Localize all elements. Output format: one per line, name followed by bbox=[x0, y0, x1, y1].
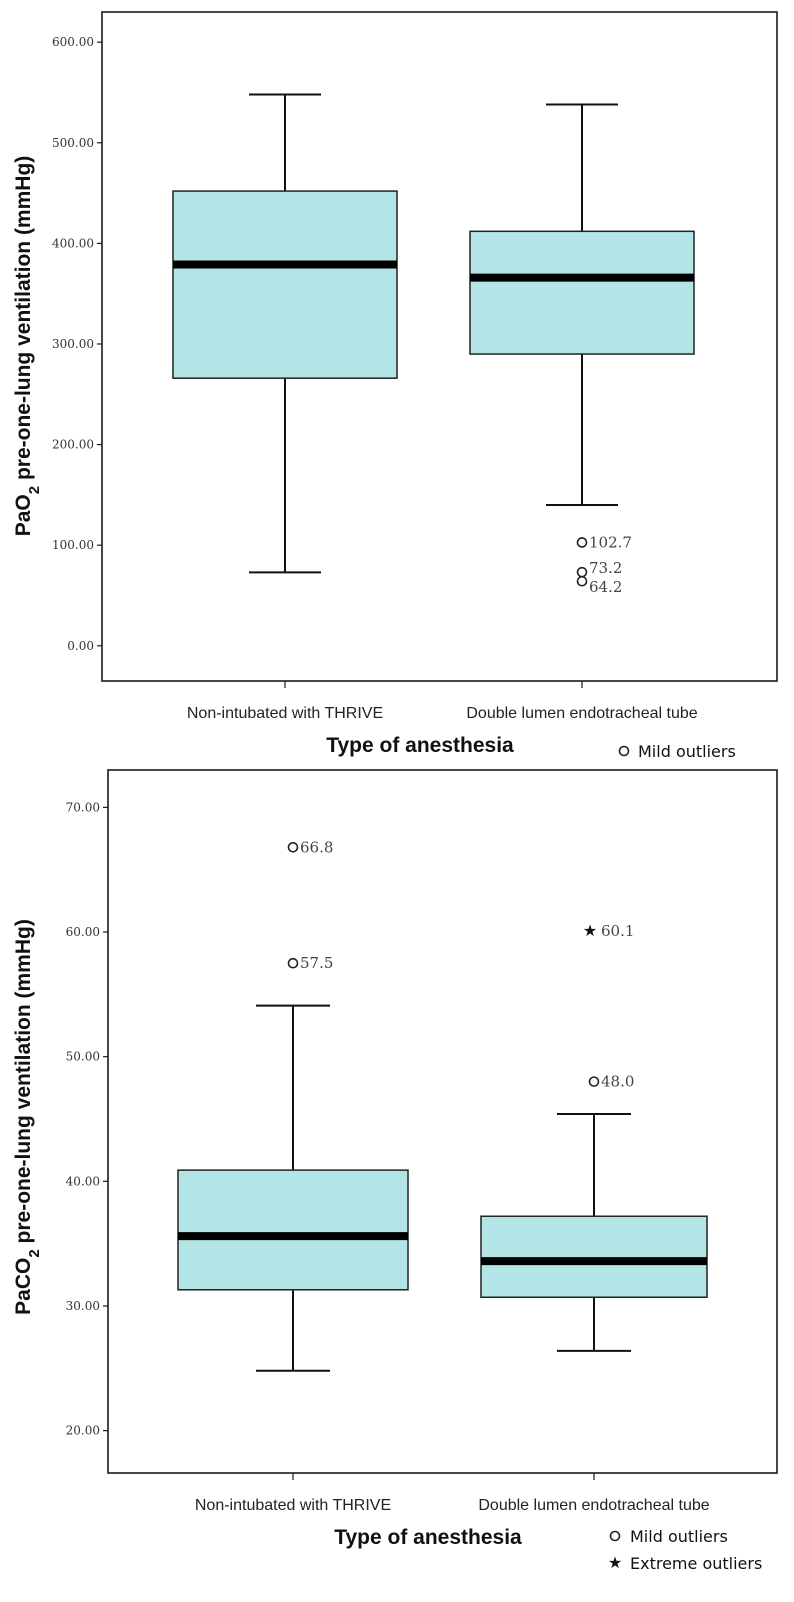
box-1 bbox=[172, 93, 398, 574]
plot-frame bbox=[101, 11, 778, 682]
box-iqr bbox=[172, 190, 398, 379]
x-axis-title: Type of anesthesia bbox=[326, 734, 514, 757]
plot-frame bbox=[107, 769, 778, 1474]
outlier-label: 102.7 bbox=[589, 533, 632, 551]
mild-outlier-marker bbox=[287, 957, 299, 969]
y-tick-label: 30.00 bbox=[66, 1299, 100, 1313]
y-tick-label: 100.00 bbox=[52, 538, 94, 552]
x-axis-title: Type of anesthesia bbox=[334, 1526, 522, 1549]
y-tick-label: 0.00 bbox=[67, 639, 94, 653]
y-tick-label: 200.00 bbox=[52, 438, 94, 452]
legend-mild-outlier-symbol bbox=[609, 1530, 621, 1542]
legend-extreme-outlier-symbol: ★ bbox=[608, 1553, 622, 1572]
box-iqr bbox=[177, 1169, 409, 1291]
outlier-label: 57.5 bbox=[300, 954, 333, 972]
legend-mild-outlier-symbol bbox=[618, 745, 630, 757]
y-tick-label: 20.00 bbox=[66, 1424, 100, 1438]
box-iqr bbox=[480, 1215, 708, 1298]
y-tick-label: 40.00 bbox=[66, 1174, 100, 1188]
legend-label: Mild outliers bbox=[638, 742, 736, 761]
y-tick-label: 70.00 bbox=[66, 800, 100, 814]
box-2 bbox=[480, 1113, 708, 1352]
y-axis-title: PaO2 pre-one-lung ventilation (mmHg) bbox=[12, 156, 43, 537]
y-tick-label: 50.00 bbox=[66, 1050, 100, 1064]
x-category-label: Non-intubated with THRIVE bbox=[195, 1497, 391, 1514]
legend-label: Mild outliers bbox=[630, 1527, 728, 1546]
outlier-label: 64.2 bbox=[589, 578, 622, 596]
box-2 bbox=[469, 103, 695, 506]
x-category-label: Double lumen endotracheal tube bbox=[478, 1497, 709, 1514]
outlier-label: 48.0 bbox=[601, 1073, 634, 1091]
box-iqr bbox=[469, 230, 695, 355]
chart-1: 0.00 100.00 200.00 300.00 400.00 500.00 600.00… bbox=[12, 11, 778, 761]
y-tick-label: 500.00 bbox=[52, 136, 94, 150]
x-category-label: Double lumen endotracheal tube bbox=[466, 705, 697, 722]
y-axis-title: PaCO2 pre-one-lung ventilation (mmHg) bbox=[12, 919, 43, 1315]
mild-outlier-marker bbox=[287, 841, 299, 853]
outlier-label: 60.1 bbox=[601, 922, 634, 940]
extreme-outlier-marker: ★ bbox=[583, 921, 597, 940]
y-tick-label: 400.00 bbox=[52, 236, 94, 250]
mild-outlier-marker bbox=[576, 566, 588, 578]
legend-label: Extreme outliers bbox=[630, 1554, 762, 1573]
mild-outlier-marker bbox=[588, 1076, 600, 1087]
x-category-label: Non-intubated with THRIVE bbox=[187, 705, 383, 722]
outlier-label: 73.2 bbox=[589, 559, 622, 577]
mild-outlier-marker bbox=[576, 537, 588, 548]
chart-2: 20.00 30.00 40.00 50.00 60.00 70.00 Non-intuba… bbox=[12, 769, 778, 1573]
mild-outlier-marker bbox=[576, 575, 588, 587]
outlier-label: 66.8 bbox=[300, 838, 333, 856]
y-tick-label: 600.00 bbox=[52, 35, 94, 49]
y-tick-label: 60.00 bbox=[66, 925, 100, 939]
box-1 bbox=[177, 1004, 409, 1372]
y-tick-label: 300.00 bbox=[52, 337, 94, 351]
